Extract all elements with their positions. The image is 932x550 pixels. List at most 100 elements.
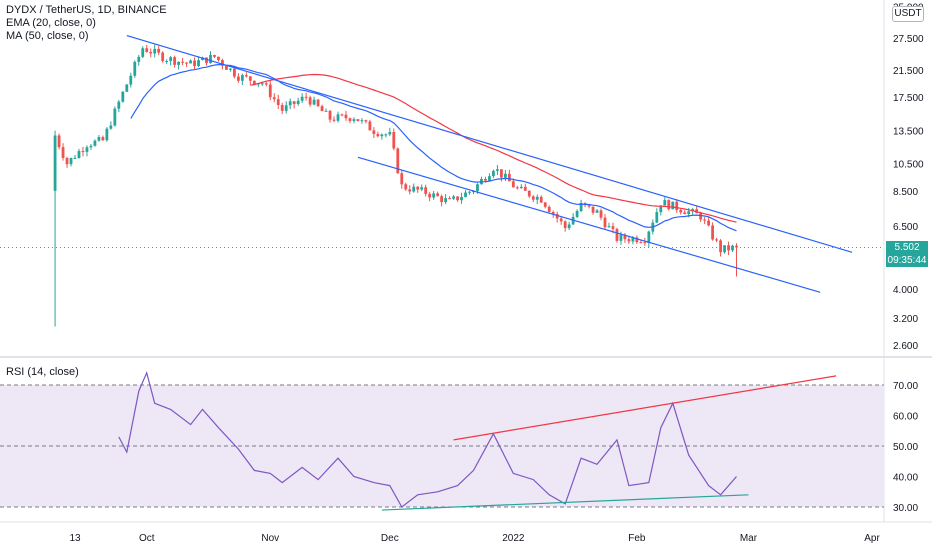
ema-20-line xyxy=(130,63,737,232)
candle-body xyxy=(348,118,352,122)
candle-body xyxy=(476,184,479,192)
currency-badge[interactable]: USDT xyxy=(892,6,924,22)
candle-body xyxy=(683,212,687,215)
time-tick-label: Dec xyxy=(381,533,399,544)
candle-body xyxy=(507,173,511,182)
time-tick-label: Nov xyxy=(261,533,279,544)
candle-body xyxy=(404,184,408,190)
rsi-legend[interactable]: RSI (14, close) xyxy=(6,366,79,378)
candle-body xyxy=(587,205,591,207)
candle-body xyxy=(53,135,57,191)
candle-body xyxy=(631,237,635,242)
candle-body xyxy=(129,75,133,85)
candle-body xyxy=(563,221,567,229)
candle-body xyxy=(452,196,455,199)
candle-body xyxy=(543,202,547,207)
candle-body xyxy=(408,189,412,192)
candle-body xyxy=(448,198,451,200)
candle-body xyxy=(177,61,181,65)
candle-body xyxy=(189,60,192,64)
candle-body xyxy=(611,226,615,230)
candle-body xyxy=(240,75,244,81)
candle-body xyxy=(667,200,671,210)
symbol-title[interactable]: DYDX / TetherUS, 1D, BINANCE xyxy=(6,4,167,16)
candle-body xyxy=(460,197,463,201)
candle-body xyxy=(268,84,272,98)
candle-body xyxy=(264,83,268,85)
candle-body xyxy=(384,134,388,136)
candle-body xyxy=(492,170,495,177)
candle-body xyxy=(711,225,714,240)
price-tick-label: 10.500 xyxy=(893,159,924,170)
price-tick-label: 13.500 xyxy=(893,127,924,138)
candle-body xyxy=(113,108,117,126)
rsi-upper-trendline xyxy=(453,375,837,441)
rsi-tick-label: 60.00 xyxy=(893,412,918,423)
candle-body xyxy=(567,224,571,229)
candle-body xyxy=(436,193,440,197)
candle-body xyxy=(731,245,734,251)
candle-body xyxy=(663,200,667,206)
candle-body xyxy=(523,186,527,191)
candle-body xyxy=(675,201,679,211)
candle-body xyxy=(515,187,519,189)
candle-body xyxy=(551,212,555,215)
candle-body xyxy=(292,101,296,105)
channel-upper-trendline xyxy=(126,35,853,253)
candle-body xyxy=(149,51,153,54)
candle-body xyxy=(679,210,683,213)
candle-body xyxy=(464,192,467,198)
candle-body xyxy=(276,99,280,106)
rsi-line xyxy=(118,370,737,508)
candle-body xyxy=(217,56,220,61)
candle-body xyxy=(352,119,356,122)
candle-body xyxy=(85,147,89,152)
candle-body xyxy=(412,186,416,192)
candle-body xyxy=(484,178,487,181)
candle-body xyxy=(687,211,691,215)
rsi-lower-trendline xyxy=(381,494,749,511)
candle-body xyxy=(511,181,515,188)
candle-body xyxy=(272,97,276,100)
candle-body xyxy=(213,55,216,57)
candle-body xyxy=(547,206,551,213)
ma-legend[interactable]: MA (50, close, 0) xyxy=(6,30,89,42)
price-tick-label: 6.500 xyxy=(893,222,918,233)
last-price-label: 5.502 xyxy=(886,241,928,254)
candle-body xyxy=(535,196,539,200)
candle-body xyxy=(296,100,300,105)
candle-body xyxy=(165,61,169,63)
candle-body xyxy=(707,220,711,226)
candles xyxy=(53,44,738,327)
candle-body xyxy=(639,242,643,244)
candle-body xyxy=(380,134,384,137)
candle-body xyxy=(643,242,647,244)
candle-body xyxy=(244,75,248,77)
candle-body xyxy=(181,61,184,63)
candle-body xyxy=(615,229,619,241)
ema-legend[interactable]: EMA (20, close, 0) xyxy=(6,17,96,29)
time-tick-label: Apr xyxy=(864,533,880,544)
candle-body xyxy=(356,119,360,122)
candle-body xyxy=(236,76,240,81)
candle-body xyxy=(93,140,97,146)
candle-body xyxy=(619,234,623,241)
ma-50-line xyxy=(250,73,737,223)
candle-body xyxy=(416,186,420,190)
candle-body xyxy=(145,48,149,52)
candle-body xyxy=(671,201,675,210)
candle-body xyxy=(57,135,61,148)
candle-body xyxy=(260,83,264,85)
candle-body xyxy=(316,99,320,107)
candle-body xyxy=(519,186,523,189)
candle-body xyxy=(133,61,137,76)
candle-body xyxy=(719,240,722,253)
candle-body xyxy=(161,52,165,62)
candle-body xyxy=(703,219,707,221)
candle-body xyxy=(456,196,459,201)
candle-body xyxy=(527,190,531,197)
candle-body xyxy=(440,196,444,203)
candle-body xyxy=(392,132,396,149)
price-tick-label: 2.600 xyxy=(893,341,918,352)
